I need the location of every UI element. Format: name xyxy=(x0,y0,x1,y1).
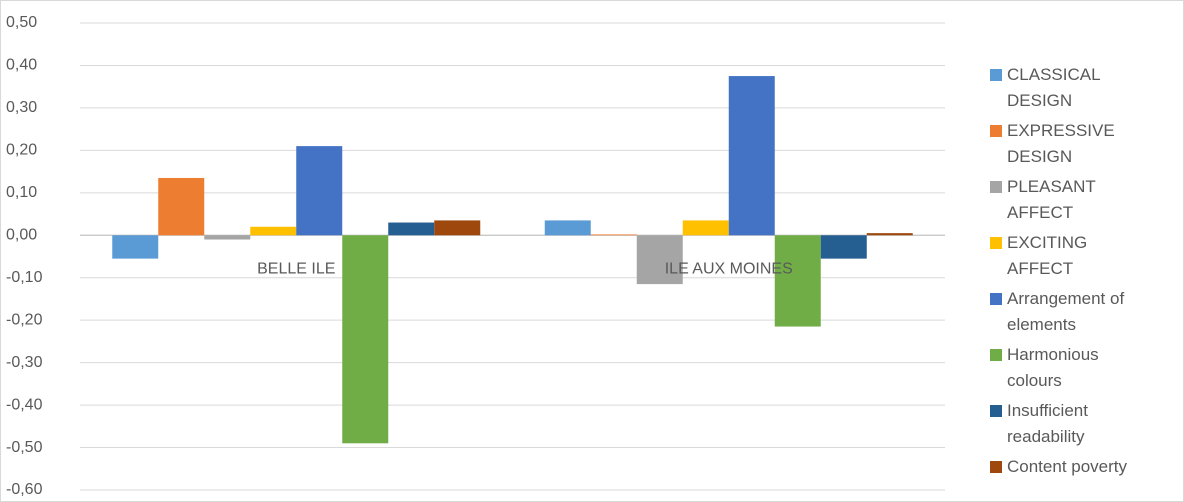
bar xyxy=(774,235,821,327)
legend-swatch xyxy=(990,125,1002,137)
y-tick-label: 0,40 xyxy=(6,57,37,74)
bar xyxy=(158,177,205,236)
legend-item: EXCITING AFFECT xyxy=(990,230,1180,282)
y-tick-label: -0,40 xyxy=(6,396,43,413)
bar xyxy=(544,220,591,236)
bar xyxy=(866,233,913,236)
bar xyxy=(250,226,297,236)
bar xyxy=(388,222,435,236)
y-tick-label: 0,50 xyxy=(6,14,37,31)
y-tick-label: 0,30 xyxy=(6,99,37,116)
legend-item: CLASSICAL DESIGN xyxy=(990,62,1180,114)
legend-label: EXPRESSIVE DESIGN xyxy=(1007,121,1115,166)
legend-item: PLEASANT AFFECT xyxy=(990,174,1180,226)
bar xyxy=(204,235,251,240)
bar xyxy=(682,220,729,236)
legend-swatch xyxy=(990,69,1002,81)
x-tick-label: BELLE ILE xyxy=(257,260,335,277)
legend-item: Insufficient readability xyxy=(990,398,1180,450)
x-tick-label: ILE AUX MOINES xyxy=(665,260,793,277)
y-tick-label: -0,60 xyxy=(6,481,43,498)
legend: CLASSICAL DESIGN EXPRESSIVE DESIGN PLEASAN… xyxy=(990,62,1180,484)
legend-swatch xyxy=(990,293,1002,305)
y-tick-label: 0,00 xyxy=(6,226,37,243)
legend-item: Content poverty xyxy=(990,454,1180,480)
y-tick-label: -0,30 xyxy=(6,354,43,371)
y-tick-label: -0,20 xyxy=(6,311,43,328)
legend-swatch xyxy=(990,405,1002,417)
bar xyxy=(636,235,683,285)
legend-label: Harmonious colours xyxy=(1007,345,1099,390)
legend-item: Harmonious colours xyxy=(990,342,1180,394)
legend-swatch xyxy=(990,349,1002,361)
bar xyxy=(434,220,481,236)
legend-label: Content poverty xyxy=(1007,457,1128,476)
y-tick-label: -0,10 xyxy=(6,269,43,286)
y-tick-label: 0,20 xyxy=(6,142,37,159)
legend-label: PLEASANT AFFECT xyxy=(1007,177,1096,222)
y-tick-label: -0,50 xyxy=(6,439,43,456)
legend-swatch xyxy=(990,181,1002,193)
bar xyxy=(728,76,775,236)
bar xyxy=(342,235,389,444)
legend-item: Arrangement of elements xyxy=(990,286,1180,338)
bar xyxy=(590,234,637,236)
y-tick-label: 0,10 xyxy=(6,184,37,201)
bar xyxy=(296,146,343,236)
legend-item: EXPRESSIVE DESIGN xyxy=(990,118,1180,170)
bar xyxy=(820,235,867,259)
legend-label: EXCITING AFFECT xyxy=(1007,233,1088,278)
legend-label: Arrangement of elements xyxy=(1007,289,1125,334)
bar xyxy=(112,235,159,259)
legend-label: CLASSICAL DESIGN xyxy=(1007,65,1100,110)
legend-swatch xyxy=(990,461,1002,473)
legend-swatch xyxy=(990,237,1002,249)
legend-label: Insufficient readability xyxy=(1007,401,1088,446)
